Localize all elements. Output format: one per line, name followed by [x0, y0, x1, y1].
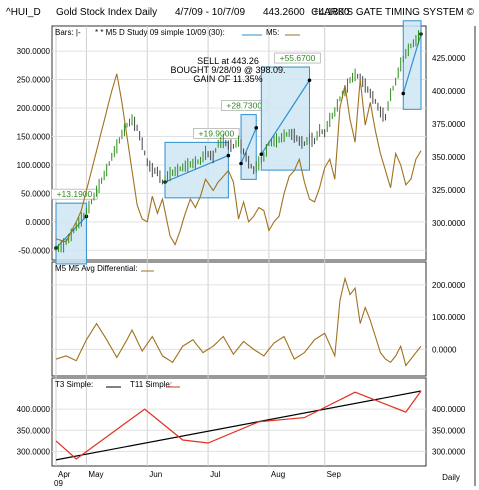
trend-right-tick: 350.0000 [432, 426, 466, 435]
differential-line [55, 276, 422, 367]
trade-line [240, 127, 257, 164]
entry-marker [239, 161, 243, 166]
left-axis-tick: 200.0000 [17, 104, 51, 113]
exit-marker [226, 153, 231, 158]
month-label: May [88, 470, 103, 479]
left-axis-tick: 150.0000 [17, 132, 51, 141]
month-label: Jul [210, 470, 220, 479]
brand-label: CLARK'S GATE TIMING SYSTEM © [311, 7, 474, 18]
left-axis-tick: 250.0000 [17, 76, 51, 85]
right-axis-tick: 400.0000 [432, 87, 466, 96]
differential-axis-tick: 0.0000 [432, 345, 457, 354]
left-axis-tick: -50.0000 [18, 246, 50, 255]
month-label: Jun [149, 470, 162, 479]
right-axis-tick: 350.0000 [432, 153, 466, 162]
study-legend: * * M5 D Study 09 simple 10/09 (30): [95, 28, 225, 37]
gain-label: +13.1900 [57, 189, 93, 199]
exit-marker [307, 78, 312, 83]
right-axis-tick: 300.0000 [432, 219, 466, 228]
m5-legend: M5: [266, 28, 279, 37]
t3-series [55, 390, 422, 461]
trend-lines [55, 390, 422, 461]
left-axis-tick: 0.0000 [26, 218, 51, 227]
m5-study-line [55, 73, 422, 246]
month-label: Apr [58, 470, 71, 479]
t11-series [55, 390, 422, 460]
exit-marker [254, 126, 259, 130]
axis-labels: Apr May Jun Jul Aug Sep 300.0000 250.0000 200.00… [17, 47, 466, 479]
entry-marker [259, 152, 264, 157]
annotation-gain: GAIN OF 11.35% [193, 74, 262, 84]
differential-axis-tick: 100.0000 [432, 313, 466, 322]
left-axis-tick: 100.0000 [17, 161, 51, 170]
price-panel [51, 25, 427, 261]
last-price: 443.2600 [263, 7, 305, 18]
trade-box [260, 66, 310, 171]
trend-right-tick: 400.0000 [432, 405, 466, 414]
left-axis-tick: 50.0000 [21, 189, 50, 198]
differential-axis-tick: 200.0000 [432, 281, 466, 290]
right-axis-tick: 325.0000 [432, 186, 466, 195]
gain-label: +55.6700 [280, 53, 316, 63]
t3-legend: T3 Simple: [55, 380, 93, 389]
period-label: Daily [442, 473, 460, 482]
annotation-sell: SELL at 443.26 [197, 56, 259, 66]
differential-panel [51, 261, 427, 377]
trend-right-tick: 300.0000 [432, 447, 466, 456]
gain-label-box [274, 52, 321, 64]
symbol-label: ^HUI_D [6, 7, 41, 18]
trade-box [164, 141, 229, 199]
year-label: 09 [54, 479, 63, 488]
differential-legend: M5 M5 Avg Differential: [55, 264, 137, 273]
gain-label: +19.9000 [199, 128, 235, 138]
month-label: Sep [327, 470, 342, 479]
right-axis-tick: 375.0000 [432, 120, 466, 129]
price-change: +4.1800 [313, 7, 350, 18]
annotation-bought: BOUGHT 9/28/09 @ 398.09. [170, 65, 285, 75]
entry-marker [401, 91, 406, 96]
trade-line [164, 155, 229, 183]
trend-left-tick: 300.0000 [17, 447, 51, 456]
t11-legend: T11 Simple: [130, 380, 172, 389]
month-label: Aug [271, 470, 285, 479]
index-name: Gold Stock Index Daily [56, 7, 157, 18]
date-range: 4/7/09 - 10/7/09 [175, 7, 245, 18]
bars-legend: Bars: |- [55, 28, 81, 37]
differential-series [55, 276, 422, 367]
m5-line [55, 73, 422, 246]
gain-label-box [193, 128, 240, 139]
gain-label: +28.7300 [226, 101, 262, 111]
trend-left-tick: 350.0000 [17, 426, 51, 435]
price-bars [55, 30, 422, 253]
trend-panel [51, 377, 427, 467]
gain-label-box [51, 188, 98, 200]
right-axis-tick: 425.0000 [432, 54, 466, 63]
trend-left-tick: 400.0000 [17, 405, 51, 414]
left-axis-tick: 300.0000 [17, 47, 51, 56]
